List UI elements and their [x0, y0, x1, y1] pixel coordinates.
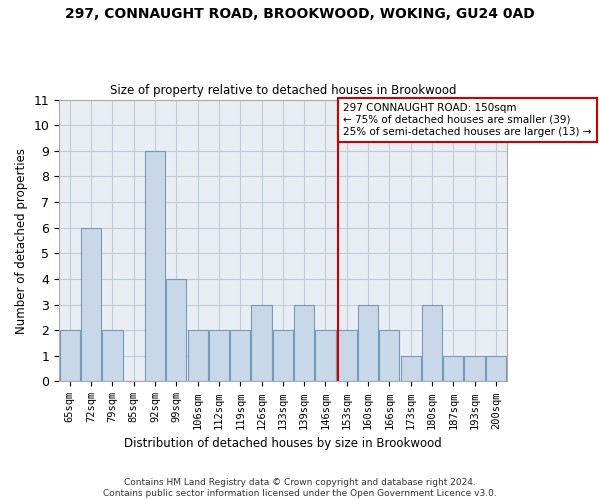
Bar: [81, 228, 101, 382]
X-axis label: Distribution of detached houses by size in Brookwood: Distribution of detached houses by size …: [124, 437, 442, 450]
Bar: [166, 279, 187, 382]
Bar: [251, 304, 272, 382]
Bar: [337, 330, 357, 382]
Bar: [316, 330, 335, 382]
Text: Contains HM Land Registry data © Crown copyright and database right 2024.
Contai: Contains HM Land Registry data © Crown c…: [103, 478, 497, 498]
Bar: [401, 356, 421, 382]
Text: 297 CONNAUGHT ROAD: 150sqm
← 75% of detached houses are smaller (39)
25% of semi: 297 CONNAUGHT ROAD: 150sqm ← 75% of deta…: [343, 104, 592, 136]
Bar: [209, 330, 229, 382]
Bar: [145, 151, 165, 382]
Text: 297, CONNAUGHT ROAD, BROOKWOOD, WOKING, GU24 0AD: 297, CONNAUGHT ROAD, BROOKWOOD, WOKING, …: [65, 8, 535, 22]
Bar: [273, 330, 293, 382]
Bar: [464, 356, 485, 382]
Bar: [422, 304, 442, 382]
Bar: [59, 330, 80, 382]
Bar: [188, 330, 208, 382]
Bar: [379, 330, 400, 382]
Bar: [443, 356, 463, 382]
Bar: [294, 304, 314, 382]
Bar: [102, 330, 122, 382]
Bar: [486, 356, 506, 382]
Bar: [230, 330, 250, 382]
Y-axis label: Number of detached properties: Number of detached properties: [15, 148, 28, 334]
Title: Size of property relative to detached houses in Brookwood: Size of property relative to detached ho…: [110, 84, 456, 97]
Bar: [358, 304, 378, 382]
